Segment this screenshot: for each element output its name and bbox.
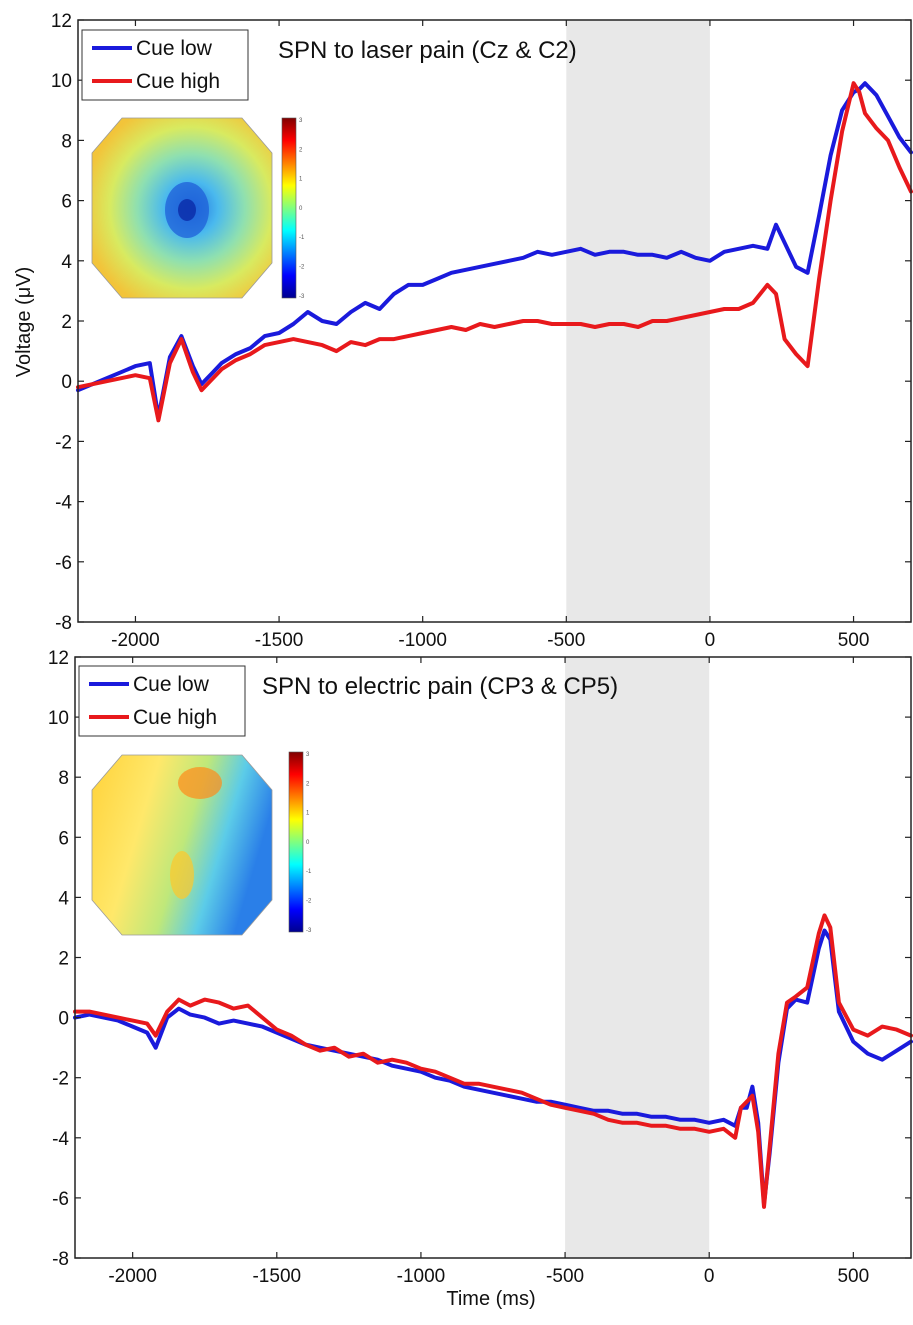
y-axis-label: Voltage (μV) (13, 267, 35, 377)
legend-label: Cue low (133, 673, 210, 696)
x-tick-label: -1500 (255, 630, 304, 651)
y-tick-label: -8 (55, 613, 72, 634)
legend-label: Cue high (133, 706, 217, 729)
y-tick-label: -4 (55, 493, 72, 514)
y-tick-label: 8 (61, 131, 72, 152)
x-tick-label: 0 (705, 630, 716, 651)
y-tick-label: -6 (52, 1189, 69, 1210)
colorbar (281, 117, 297, 299)
x-tick-label: -500 (547, 630, 585, 651)
y-tick-label: -2 (55, 432, 72, 453)
colorbar-tick-label: -3 (299, 294, 305, 300)
y-tick-label: 8 (58, 768, 69, 789)
y-tick-label: 2 (58, 949, 69, 970)
y-tick-label: 10 (51, 71, 72, 92)
y-tick-label: 2 (61, 312, 72, 333)
legend: Cue low Cue high (81, 29, 249, 101)
colorbar-tick-label: -2 (306, 899, 312, 905)
colorbar (288, 751, 304, 933)
y-tick-label: 0 (61, 372, 72, 393)
x-tick-label: 500 (838, 630, 870, 651)
shaded-interval (565, 657, 710, 1258)
topography-map (91, 754, 273, 936)
legend: Cue low Cue high (78, 665, 246, 737)
y-tick-label: 0 (58, 1009, 69, 1030)
topography-maximum (178, 767, 222, 799)
colorbar-tick-label: -1 (299, 235, 305, 241)
y-tick-label: -8 (52, 1249, 69, 1270)
colorbar-tick-label: -1 (306, 869, 312, 875)
y-tick-label: 6 (61, 192, 72, 213)
x-tick-label: 500 (837, 1266, 869, 1287)
panel-title: SPN to electric pain (CP3 & CP5) (262, 673, 618, 700)
x-tick-label: -1000 (397, 1266, 446, 1287)
plot-area (78, 20, 911, 622)
legend-label: Cue high (136, 70, 220, 93)
colorbar-tick-label: 3 (299, 118, 303, 124)
colorbar-tick-label: 1 (306, 811, 310, 817)
topography-core (178, 199, 196, 221)
x-tick-label: -1500 (252, 1266, 301, 1287)
x-tick-label: 0 (704, 1266, 715, 1287)
x-tick-label: -500 (546, 1266, 584, 1287)
y-tick-label: 10 (48, 708, 69, 729)
y-tick-label: 12 (51, 11, 72, 32)
colorbar-tick-label: 3 (306, 752, 310, 758)
series-line-cue-high (76, 81, 913, 423)
y-tick-label: -2 (52, 1069, 69, 1090)
shaded-interval (566, 20, 710, 622)
x-tick-label: -2000 (108, 1266, 157, 1287)
colorbar-tick-label: 0 (299, 206, 303, 212)
y-tick-label: 6 (58, 828, 69, 849)
y-tick-label: -4 (52, 1129, 69, 1150)
topography-hotspot (170, 851, 194, 899)
panel-title: SPN to laser pain (Cz & C2) (278, 37, 577, 64)
colorbar-tick-label: -2 (299, 265, 305, 271)
legend-box (81, 29, 249, 101)
y-tick-label: 12 (48, 648, 69, 669)
colorbar-tick-label: -3 (306, 928, 312, 934)
plot-area (75, 657, 911, 1258)
x-axis-label: Time (ms) (446, 1288, 535, 1310)
colorbar-tick-label: 2 (306, 781, 310, 787)
series-line-cue-high (73, 913, 913, 1209)
colorbar-tick-label: 1 (299, 177, 303, 183)
legend-box (78, 665, 246, 737)
x-tick-label: -2000 (111, 630, 160, 651)
colorbar-tick-label: 2 (299, 147, 303, 153)
colorbar-tick-label: 0 (306, 840, 310, 846)
x-tick-label: -1000 (398, 630, 447, 651)
legend-label: Cue low (136, 37, 213, 60)
y-tick-label: 4 (58, 888, 69, 909)
y-tick-label: -6 (55, 553, 72, 574)
y-tick-label: 4 (61, 252, 72, 273)
series-line-cue-low (76, 81, 913, 420)
